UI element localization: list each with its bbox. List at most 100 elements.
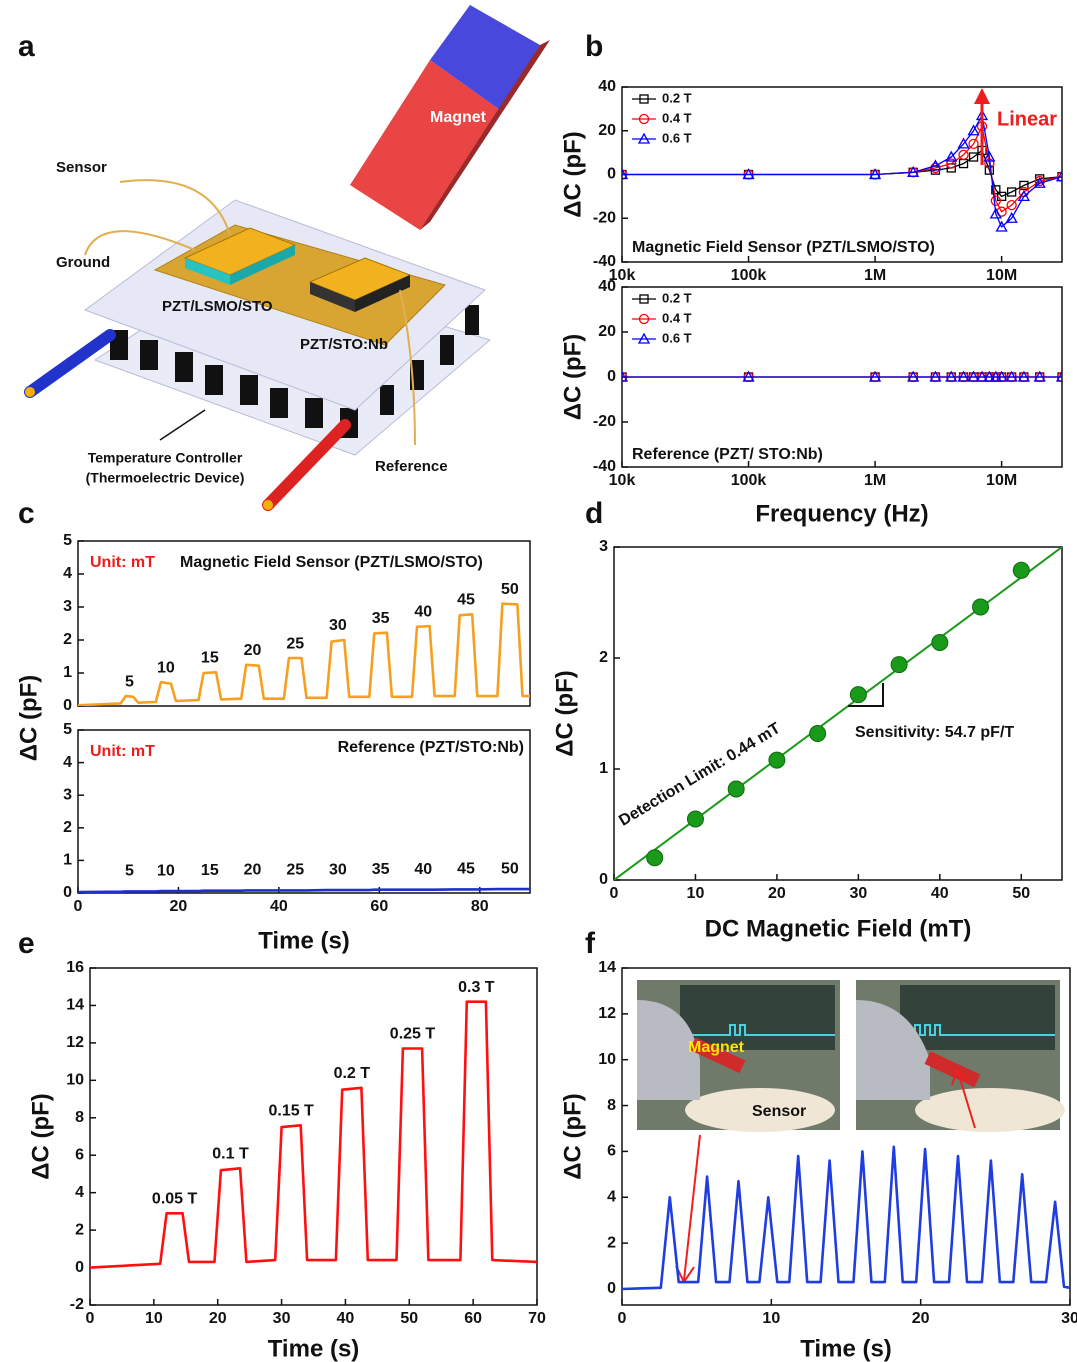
y-tick-label: 14 xyxy=(66,997,84,1014)
y-tick-label: 14 xyxy=(598,959,616,976)
x-tick-label: 30 xyxy=(849,885,867,902)
point xyxy=(1013,562,1029,578)
x-tick-label: 30 xyxy=(273,1310,291,1327)
x-axis-title: Time (s) xyxy=(258,927,350,954)
pulse-label: 15 xyxy=(201,650,219,667)
point xyxy=(810,725,826,741)
x-tick-label: 30 xyxy=(1061,1310,1077,1327)
point xyxy=(687,811,703,827)
pulse-label: 50 xyxy=(501,581,519,598)
y-tick-label: 2 xyxy=(607,1234,616,1251)
unit-label: Unit: mT xyxy=(90,554,155,571)
x-axis-title: DC Magnetic Field (mT) xyxy=(705,915,972,942)
chart: 012345ΔC (pF)Magnetic Field Sensor (PZT/… xyxy=(15,532,530,761)
y-tick-label: 8 xyxy=(75,1109,84,1126)
pulse-label: 45 xyxy=(457,861,475,878)
y-tick-label: 0 xyxy=(63,884,72,901)
caption: Reference (PZT/ STO:Nb) xyxy=(632,446,823,463)
y-tick-label: 4 xyxy=(63,565,72,582)
point xyxy=(891,657,907,673)
pointer xyxy=(160,410,205,440)
pulse-label: 20 xyxy=(244,862,262,879)
x-tick-label: 1M xyxy=(864,472,886,489)
y-tick-label: 12 xyxy=(598,1005,616,1022)
pulse-label: 5 xyxy=(125,673,134,690)
diagram-label: Temperature Controller xyxy=(88,450,243,466)
y-tick-label: 2 xyxy=(63,631,72,648)
x-tick-label: 50 xyxy=(400,1310,418,1327)
point xyxy=(769,752,785,768)
y-tick-label: 6 xyxy=(75,1146,84,1163)
pulse-label: 0.15 T xyxy=(268,1102,314,1119)
pulse-label: 0.3 T xyxy=(458,979,495,996)
pulse-label: 10 xyxy=(157,862,175,879)
fit-line xyxy=(614,547,1062,880)
y-tick-label: 0 xyxy=(599,871,608,888)
arrow-head xyxy=(974,88,990,104)
wire-tip xyxy=(263,500,273,510)
pulse-label: 40 xyxy=(414,603,432,620)
y-tick-label: 4 xyxy=(607,1188,616,1205)
y-tick-label: 5 xyxy=(63,532,72,549)
pulse-label: 0.25 T xyxy=(390,1026,436,1043)
y-tick-label: 8 xyxy=(607,1097,616,1114)
series-group xyxy=(78,604,530,706)
point xyxy=(647,850,663,866)
x-tick-label: 20 xyxy=(209,1310,227,1327)
x-tick-label: 80 xyxy=(471,898,489,915)
x-tick-label: 40 xyxy=(270,898,288,915)
x-tick-label: 10M xyxy=(986,267,1017,284)
pulse-label: 15 xyxy=(201,862,219,879)
pulse-label: 0.1 T xyxy=(212,1146,249,1163)
y-tick-label: 16 xyxy=(66,959,84,976)
x-axis-title: Frequency (Hz) xyxy=(755,500,928,527)
y-axis-title: ΔC (pF) xyxy=(15,675,42,762)
x-tick-label: 0 xyxy=(74,898,83,915)
x-tick-label: 20 xyxy=(912,1310,930,1327)
chart: -20246810121416010203040506070Time (s)ΔC… xyxy=(27,959,546,1362)
y-tick-label: 40 xyxy=(598,78,616,95)
x-tick-label: 100k xyxy=(731,472,767,489)
inset-label: Magnet xyxy=(688,1039,745,1056)
y-tick-label: 1 xyxy=(63,852,72,869)
chart: -40-200204010k100k1M10MΔC (pF)0.2 T0.4 T… xyxy=(559,78,1067,284)
pulse-label: 30 xyxy=(329,617,347,634)
y-axis-title: ΔC (pF) xyxy=(559,131,586,218)
series-line xyxy=(78,889,530,892)
y-axis-title: ΔC (pF) xyxy=(27,1093,54,1180)
pulse-label: 40 xyxy=(414,861,432,878)
figure: Magnet Sensor Ground PZT/LSMO/STO PZT/ST… xyxy=(0,0,1077,1362)
diagram-label: Sensor xyxy=(56,159,107,176)
unit-label: Unit: mT xyxy=(90,743,155,760)
x-tick-label: 60 xyxy=(464,1310,482,1327)
series-line xyxy=(622,1147,1070,1289)
diagram-label: PZT/LSMO/STO xyxy=(162,298,273,315)
panel-label: b xyxy=(585,30,603,63)
y-axis-title: ΔC (pF) xyxy=(559,1093,586,1180)
inset-label: Sensor xyxy=(752,1103,806,1120)
y-tick-label: 0 xyxy=(63,697,72,714)
arrow-label: Linear xyxy=(997,108,1057,130)
pulse-label: 35 xyxy=(372,861,390,878)
series-group xyxy=(617,372,1067,382)
sensor-stage xyxy=(915,1088,1065,1132)
x-tick-label: 70 xyxy=(528,1310,546,1327)
diagram-label: PZT/STO:Nb xyxy=(300,336,388,353)
blue-wire xyxy=(30,335,110,392)
plot-frame xyxy=(90,968,537,1305)
caption: Magnetic Field Sensor (PZT/LSMO/STO) xyxy=(632,239,935,256)
x-tick-label: 40 xyxy=(337,1310,355,1327)
y-tick-label: 20 xyxy=(598,122,616,139)
y-tick-label: 10 xyxy=(66,1072,84,1089)
y-tick-label: 0 xyxy=(607,1280,616,1297)
y-tick-label: 0 xyxy=(607,166,616,183)
y-tick-label: 2 xyxy=(63,819,72,836)
y-tick-label: 1 xyxy=(63,664,72,681)
y-tick-label: 2 xyxy=(75,1221,84,1238)
panel-label: c xyxy=(18,497,35,530)
x-tick-label: 60 xyxy=(370,898,388,915)
legend-label: 0.6 T xyxy=(662,330,692,345)
y-tick-label: -20 xyxy=(593,209,616,226)
legend-label: 0.2 T xyxy=(662,90,692,105)
